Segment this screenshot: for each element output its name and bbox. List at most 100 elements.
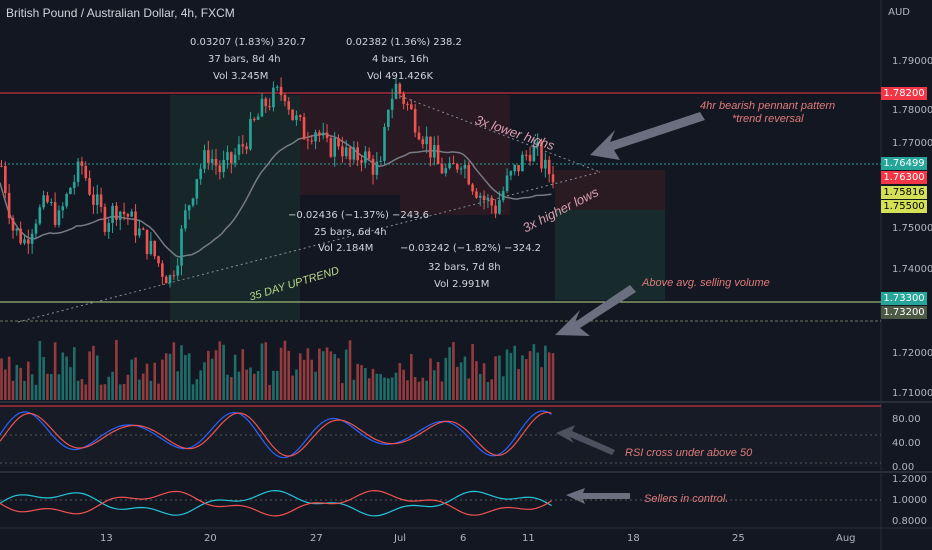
time-label: 11 (522, 533, 535, 544)
candle-body (471, 184, 474, 192)
candle-body (459, 168, 463, 170)
volume-bar (383, 377, 386, 400)
candle-body (540, 141, 543, 169)
measure-1-line1: 0.03207 (1.83%) 320.7 (190, 37, 306, 48)
price-tag-support-2: 1.73200 (881, 306, 927, 319)
price-tag-entry: 1.75816 (881, 186, 927, 199)
candle-body (283, 94, 287, 102)
volume-bar (46, 373, 49, 400)
volume-bar (314, 371, 317, 400)
price-label: 1.77000 (892, 138, 932, 149)
volume-bar (471, 344, 474, 400)
candle-body (402, 93, 405, 104)
volume-bar (130, 359, 134, 400)
volume-bar (498, 355, 501, 400)
candle-body (337, 138, 340, 147)
volume-bar (513, 345, 517, 400)
volume-bar (153, 362, 156, 400)
selling-volume-label: Above avg. selling volume (642, 277, 770, 289)
volume-bar (141, 373, 145, 400)
time-label: 13 (100, 533, 113, 544)
candle-body (490, 197, 494, 206)
price-label: 1.72000 (892, 348, 932, 359)
volume-bar (172, 342, 176, 400)
volume-bar (115, 340, 118, 400)
candle-body (341, 146, 344, 157)
candle-body (69, 187, 72, 194)
candle-body (172, 275, 176, 277)
volume-bar (425, 380, 428, 400)
volume-bar (287, 350, 291, 400)
volume-bar (524, 359, 528, 400)
candle-body (551, 174, 555, 183)
volume-bar (379, 374, 382, 400)
candle-body (157, 256, 160, 264)
volume-bar (467, 378, 471, 400)
measure-2-line1: 0.02382 (1.36%) 238.2 (346, 37, 462, 48)
price-tag-last: 1.76499 (881, 157, 927, 170)
volume-bar (49, 374, 53, 400)
candle-body (252, 118, 256, 120)
sellers-label: Sellers in control. (644, 493, 729, 505)
time-label: 20 (204, 533, 217, 544)
volume-bar (321, 351, 325, 400)
volume-bar (490, 379, 494, 400)
price-label: 1.79000 (892, 56, 932, 67)
volume-bar (11, 380, 15, 400)
candle-body (115, 205, 118, 220)
candle-body (356, 147, 359, 161)
candle-body (34, 223, 38, 234)
volume-bar (0, 358, 3, 400)
volume-bar (134, 357, 137, 400)
volume-bar (157, 383, 160, 400)
volume-bar (149, 380, 153, 400)
volume-bar (478, 373, 482, 400)
volume-bar (402, 369, 405, 400)
candle-body (19, 228, 22, 244)
pennant-upper-line[interactable] (399, 95, 601, 173)
volume-arrow (555, 285, 636, 336)
volume-bars (0, 340, 555, 400)
candle-body (360, 160, 363, 163)
volume-bar (444, 357, 448, 400)
candle-body (76, 161, 80, 182)
candle-body (421, 139, 425, 145)
volume-bar (245, 369, 248, 400)
candle-body (218, 165, 222, 173)
candle-body (222, 160, 225, 173)
volume-bar (210, 358, 214, 400)
candle-body (184, 210, 187, 229)
time-label: 27 (310, 533, 323, 544)
candle-body (107, 222, 111, 232)
volume-bar (337, 358, 340, 400)
measure-zone-up (170, 95, 300, 320)
volume-bar (521, 355, 524, 400)
candle-body (245, 146, 248, 150)
rsi-label: 0.00 (892, 462, 915, 473)
volume-bar (34, 384, 38, 400)
volume-bar (92, 345, 95, 400)
volume-bar (161, 359, 164, 400)
price-tag-resistance: 1.78200 (881, 87, 927, 100)
candle-body (176, 265, 179, 276)
candle-body (168, 275, 172, 284)
volume-bar (410, 354, 413, 400)
volume-bar (138, 379, 141, 400)
volume-bar (394, 372, 398, 400)
volume-bar (352, 379, 356, 400)
measure-4-line1: −0.03242 (−1.82%) −324.2 (400, 243, 542, 254)
candle-body (275, 86, 279, 88)
volume-bar (72, 347, 76, 400)
volume-bar (356, 363, 359, 400)
volume-bar (298, 353, 302, 400)
volume-bar (540, 367, 543, 400)
rsi-label: 80.00 (892, 414, 921, 425)
volume-bar (302, 359, 306, 400)
volume-bar (421, 377, 425, 400)
volume-bar (413, 377, 417, 400)
candle-body (118, 211, 122, 220)
volume-bar (390, 377, 394, 400)
price-label: 1.71000 (892, 388, 932, 399)
volume-bar (536, 352, 539, 400)
